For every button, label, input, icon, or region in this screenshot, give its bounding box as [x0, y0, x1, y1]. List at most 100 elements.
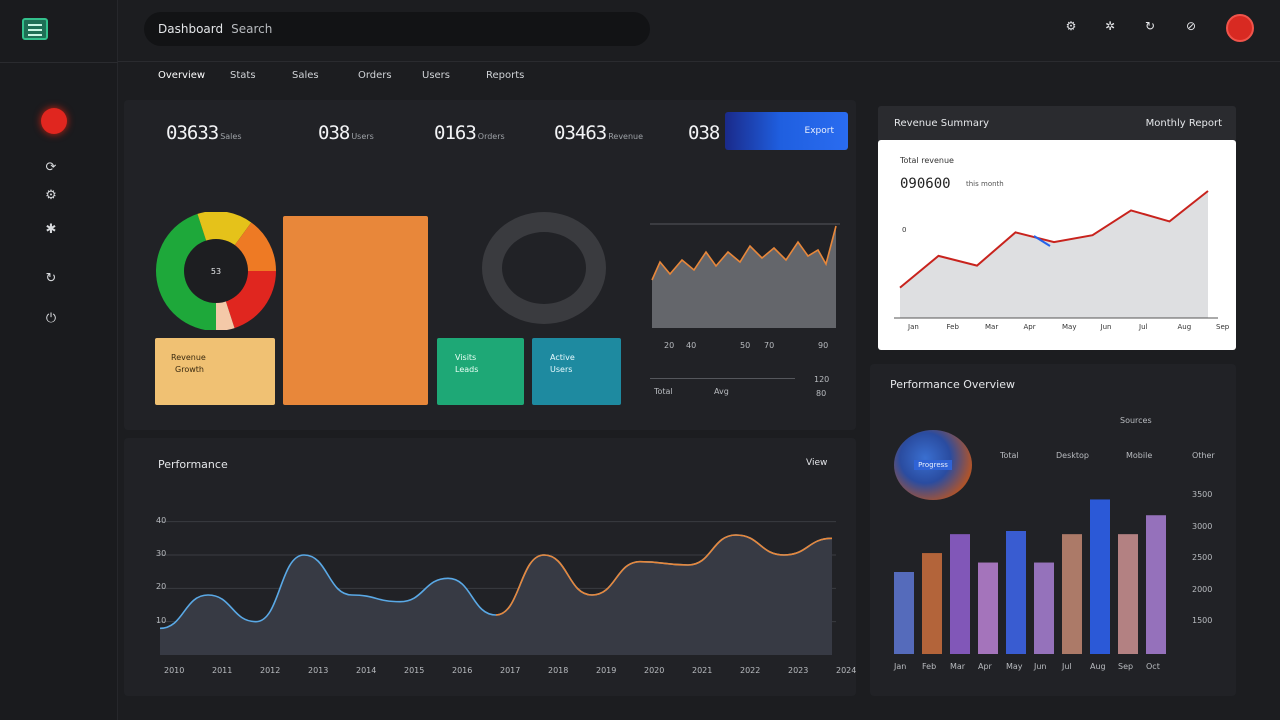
kpi-users: 038 Users — [318, 122, 374, 144]
bar-x-tick: Apr — [978, 662, 992, 671]
revenue-subtitle: Total revenue — [900, 156, 954, 165]
pie-center-label: 53 — [211, 267, 221, 276]
kpi-value: 03633 — [166, 122, 219, 144]
tab-users[interactable]: Users — [422, 70, 451, 81]
tab-overview[interactable]: Overview — [158, 70, 206, 81]
bar-x-tick: Feb — [922, 662, 937, 671]
bar-x-tick: Sep — [1118, 662, 1134, 671]
export-button[interactable]: Export — [725, 112, 848, 150]
bar-y-tick: 1500 — [1192, 616, 1213, 626]
revenue-x-tick: Jun — [1100, 323, 1112, 331]
search-input[interactable]: Dashboard Search — [144, 12, 650, 46]
refresh-icon[interactable]: ⟳ — [45, 160, 57, 175]
bar-legend: Total — [1000, 451, 1019, 460]
revenue-area — [900, 191, 1208, 318]
kpi-label: Users — [351, 132, 374, 141]
revenue-header-left: Revenue Summary — [894, 118, 990, 129]
progress-badge-label: Progress — [914, 460, 952, 470]
performance-area — [160, 535, 832, 655]
kpi-revenue: 03463 Revenue — [554, 122, 643, 144]
card-line: Leads — [455, 365, 479, 374]
revenue-x-tick: Jul — [1139, 323, 1148, 331]
pie-chart: 53 — [155, 212, 276, 330]
bar[interactable] — [922, 553, 942, 654]
sync-icon[interactable]: ↻ — [45, 271, 57, 286]
revenue-line — [899, 190, 1209, 289]
revenue-x-tick: Feb — [946, 323, 959, 331]
teal-card[interactable]: Active Users — [532, 338, 621, 405]
sparkline-divider — [650, 378, 795, 379]
sparkline-area — [652, 226, 836, 328]
sparkline-x-tick: 20 — [664, 341, 675, 350]
power-icon[interactable]: ⏻ — [45, 311, 57, 326]
progress-badge[interactable]: Progress — [894, 430, 972, 500]
kpi-value: 03463 — [554, 122, 607, 144]
orange-card[interactable] — [283, 216, 428, 405]
settings-icon[interactable]: ⚙ — [1065, 19, 1077, 33]
sparkline-x-tick: 90 — [818, 341, 829, 350]
refresh-icon[interactable]: ↻ — [1144, 19, 1156, 33]
top-bar: Dashboard Search ⚙ ✲ ↻ ⊘ — [118, 0, 1280, 62]
revenue-x-tick: Apr — [1023, 323, 1036, 331]
revenue-y-marker: 0 — [902, 226, 907, 234]
bar-x-tick: Jan — [894, 662, 907, 671]
revenue-card: Total revenue 090600 this month 0 Jan Feb… — [878, 140, 1236, 350]
performance-x-tick: 2015 — [404, 666, 425, 675]
bar[interactable] — [894, 572, 914, 654]
bar[interactable] — [1146, 515, 1166, 654]
revenue-x-tick: May — [1062, 323, 1077, 331]
card-line: Growth — [175, 365, 204, 374]
sidebar-avatar[interactable] — [41, 108, 67, 134]
tab-orders[interactable]: Orders — [358, 70, 392, 81]
bar-panel-title: Performance Overview — [890, 378, 1015, 391]
performance-view-link[interactable]: View — [806, 458, 828, 468]
amber-card[interactable]: Revenue Growth — [155, 338, 275, 405]
performance-x-tick: 2020 — [644, 666, 665, 675]
performance-y-tick: 30 — [156, 549, 167, 558]
revenue-header-right[interactable]: Monthly Report — [1145, 118, 1222, 129]
performance-y-tick: 20 — [156, 582, 167, 592]
gear-icon[interactable]: ✲ — [1104, 19, 1116, 33]
user-avatar[interactable] — [1226, 14, 1254, 42]
bar[interactable] — [1118, 534, 1138, 654]
bar[interactable] — [1062, 534, 1082, 654]
bar-y-tick: 2000 — [1192, 584, 1213, 594]
notification-icon[interactable]: ⊘ — [1185, 19, 1197, 33]
bar-x-tick: Oct — [1146, 662, 1160, 671]
green-card[interactable]: Visits Leads — [437, 338, 524, 405]
performance-x-tick: 2012 — [260, 666, 281, 675]
bar[interactable] — [978, 562, 998, 654]
bar[interactable] — [1090, 499, 1110, 654]
bar-legend: Other — [1192, 451, 1215, 460]
bar[interactable] — [950, 534, 970, 654]
bar-x-tick: Jul — [1062, 662, 1072, 671]
sparkline-x-tick: 40 — [686, 341, 697, 350]
tab-reports[interactable]: Reports — [486, 70, 525, 81]
kpi-orders: 0163 Orders — [434, 122, 505, 144]
performance-line-highlight — [495, 534, 833, 616]
bar[interactable] — [1006, 531, 1026, 654]
bar-x-tick: May — [1006, 662, 1023, 671]
kpi-sales: 03633 Sales — [166, 122, 242, 144]
bar-y-tick: 3500 — [1192, 490, 1213, 500]
tab-sales[interactable]: Sales — [292, 70, 319, 81]
revenue-amount: 090600 — [900, 176, 951, 192]
bar[interactable] — [1034, 562, 1054, 654]
settings-icon[interactable]: ⚙ — [45, 188, 57, 203]
tab-stats[interactable]: Stats — [230, 70, 256, 81]
kpi-value: 038 — [318, 122, 350, 144]
kpi-label: Revenue — [608, 132, 644, 141]
kpi-value: 038 — [688, 122, 720, 144]
performance-x-tick: 2014 — [356, 666, 377, 675]
sidebar: ⟳ ⚙ ✱ ↻ ⏻ — [0, 0, 118, 720]
sparkline-value: 120 — [814, 375, 830, 384]
performance-x-tick: 2022 — [740, 666, 761, 675]
gear-icon[interactable]: ✱ — [45, 222, 57, 237]
revenue-amount-note: this month — [966, 180, 1004, 188]
bar-legend: Mobile — [1126, 451, 1153, 460]
performance-x-tick: 2019 — [596, 666, 617, 675]
menu-logo-icon[interactable] — [22, 18, 48, 40]
performance-y-tick: 10 — [156, 615, 167, 625]
bar-y-tick: 2500 — [1192, 553, 1213, 563]
